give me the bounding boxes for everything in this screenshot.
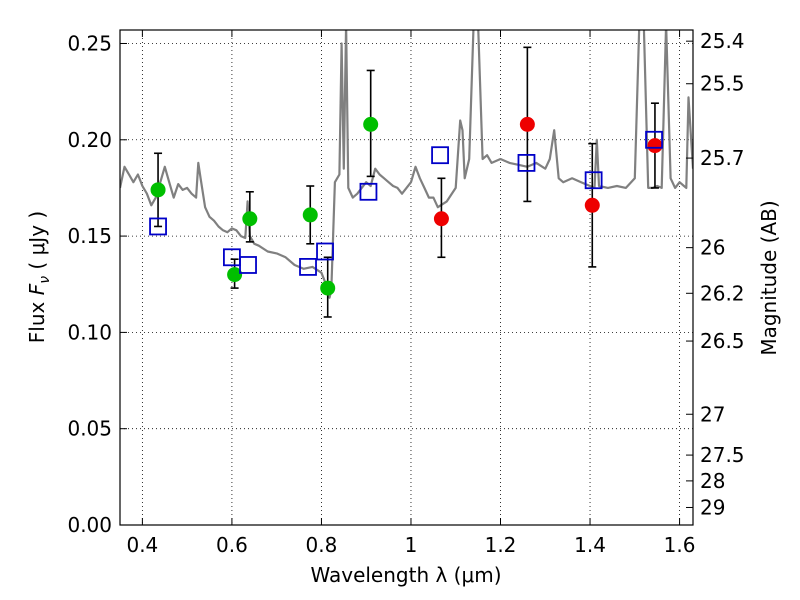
- plot-background: [120, 30, 693, 525]
- x-tick-label: 1.2: [485, 533, 517, 557]
- model-square: [584, 171, 603, 190]
- mag-tick-label: 26: [700, 236, 725, 260]
- mag-tick-label: 27: [700, 402, 725, 426]
- x-axis-label: Wavelength λ (μm): [310, 563, 501, 587]
- y-tick-label: 0.20: [67, 128, 112, 152]
- y-axis-label-suffix: ( μJy ): [25, 211, 49, 276]
- x-tick-label: 1.4: [574, 533, 606, 557]
- model-square: [316, 242, 334, 261]
- y-axis-label-symbol: F: [25, 283, 49, 295]
- plot-frame: [119, 29, 694, 526]
- mag-tick-label: 26.2: [700, 281, 745, 305]
- x-tick-label: 1.6: [664, 533, 696, 557]
- observed-point-green: [150, 182, 166, 198]
- observed-point-green: [227, 267, 243, 283]
- model-square: [359, 182, 378, 201]
- observed-point-red: [584, 197, 600, 213]
- y-axis-label-prefix: Flux: [25, 295, 49, 343]
- observed-point-green: [363, 116, 379, 132]
- model-square: [239, 256, 257, 274]
- model-square: [149, 217, 167, 236]
- mag-tick-label: 25.5: [700, 72, 745, 96]
- y-tick-label: 0.25: [67, 31, 112, 55]
- model-square: [431, 146, 449, 165]
- model-spectrum-layer: [120, 30, 693, 299]
- observed-point-green: [302, 207, 318, 223]
- grid-lines: [120, 30, 693, 526]
- model-squares-layer: [149, 130, 663, 276]
- observed-point-red: [519, 116, 535, 132]
- x-tick-label: 1: [405, 533, 418, 557]
- y-tick-label: 0.15: [67, 224, 112, 248]
- observed-points-layer: [150, 116, 663, 296]
- mag-tick-label: 26.5: [700, 329, 745, 353]
- model-square: [645, 130, 663, 149]
- y-tick-label: 0.10: [67, 320, 112, 344]
- mag-tick-label: 29: [700, 495, 725, 519]
- observed-point-green: [242, 211, 258, 227]
- observed-point-red: [433, 211, 449, 227]
- y-tick-label: 0.05: [67, 417, 112, 441]
- y2-axis-label: Magnitude (AB): [757, 200, 781, 355]
- mag-tick-label: 25.4: [700, 29, 745, 53]
- model-square: [299, 258, 317, 276]
- y-tick-label: 0.00: [67, 513, 112, 537]
- mag-tick-label: 28: [700, 469, 725, 493]
- y-axis-label-subscript: ν: [37, 276, 53, 284]
- model-spectrum-line: [120, 30, 693, 299]
- observed-point-red: [647, 138, 663, 154]
- axis-ticks: 0.4 0.6 0.8 1 1.2 1.4 1.6 0.00 0.05 0.10 0.15 0.20 0…: [67, 29, 744, 557]
- x-tick-label: 0.4: [126, 533, 158, 557]
- observed-point-green: [320, 280, 336, 296]
- x-tick-label: 0.6: [216, 533, 248, 557]
- mag-tick-label: 25.7: [700, 146, 745, 170]
- x-tick-label: 0.8: [306, 533, 338, 557]
- mag-tick-label: 27.5: [700, 443, 745, 467]
- y-axis-label: Flux Fν ( μJy ): [25, 211, 53, 343]
- model-square: [517, 153, 536, 172]
